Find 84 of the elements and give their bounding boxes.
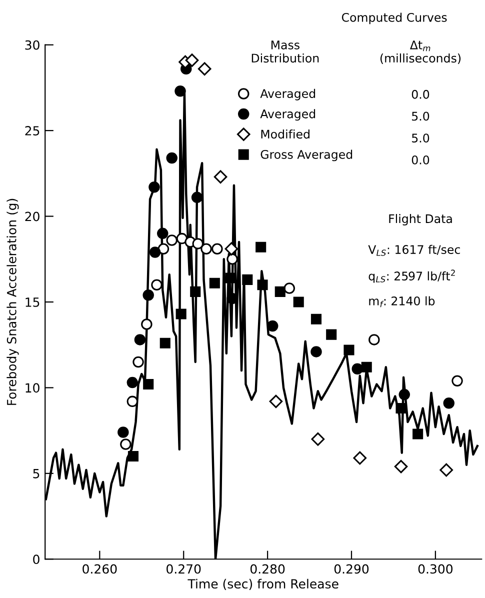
point bbox=[293, 296, 304, 308]
point bbox=[310, 346, 322, 358]
annotation: 5.0 bbox=[412, 134, 430, 143]
point bbox=[274, 286, 286, 297]
point bbox=[440, 463, 454, 477]
point bbox=[141, 318, 152, 330]
annotation: Δt$_{m}$ (milliseconds) bbox=[380, 40, 461, 64]
x-axis-title: Time (sec) from Release bbox=[188, 578, 338, 590]
x-tick-label: 0.300 bbox=[418, 564, 452, 574]
point bbox=[166, 152, 178, 164]
annotation: 5.0 bbox=[412, 112, 430, 121]
point bbox=[156, 228, 168, 240]
point bbox=[310, 314, 322, 324]
legend-label: Averaged bbox=[260, 109, 316, 121]
annotation: 0.0 bbox=[412, 90, 430, 99]
legend-title: Computed Curves bbox=[342, 12, 447, 24]
point bbox=[209, 278, 220, 288]
annotation: Flight Data bbox=[389, 214, 452, 226]
point bbox=[443, 398, 454, 409]
point bbox=[191, 192, 203, 204]
x-tick-label: 0.260 bbox=[82, 564, 117, 574]
point bbox=[226, 254, 238, 265]
point bbox=[257, 280, 268, 290]
y-axis-title: Forebody Snatch Acceleration (g) bbox=[6, 198, 19, 405]
point bbox=[311, 432, 325, 446]
point bbox=[398, 388, 410, 400]
point bbox=[132, 356, 144, 368]
x-tick-label: 0.280 bbox=[250, 564, 285, 574]
y-tick-label: 20 bbox=[25, 212, 40, 222]
y-tick-label: 30 bbox=[25, 40, 40, 50]
point bbox=[190, 286, 201, 297]
point bbox=[128, 450, 139, 462]
point bbox=[192, 238, 204, 250]
point bbox=[452, 375, 463, 386]
point bbox=[224, 242, 238, 256]
point bbox=[151, 279, 162, 290]
point bbox=[242, 274, 253, 285]
annotation: Mass Distribution bbox=[252, 40, 319, 63]
point bbox=[166, 234, 178, 246]
annotation: q$_{LS}$: 2597 lb/ft$^{2}$ bbox=[368, 270, 455, 283]
legend-label: Gross Averaged bbox=[260, 150, 352, 162]
point bbox=[158, 243, 170, 254]
point bbox=[326, 329, 337, 340]
point bbox=[394, 460, 408, 474]
x-tick-label: 0.270 bbox=[166, 564, 201, 574]
point bbox=[120, 438, 132, 450]
point bbox=[352, 363, 363, 374]
legend-label: Modified bbox=[261, 129, 310, 139]
legend-label: Averaged bbox=[260, 88, 316, 100]
x-tick-label: 0.290 bbox=[334, 564, 369, 574]
point bbox=[284, 282, 296, 294]
point bbox=[368, 334, 380, 346]
annotation: 0.0 bbox=[412, 155, 430, 164]
point bbox=[176, 308, 186, 320]
point bbox=[200, 243, 212, 254]
point bbox=[134, 334, 146, 346]
point bbox=[149, 246, 161, 258]
point bbox=[396, 402, 406, 414]
point bbox=[198, 62, 212, 76]
point bbox=[212, 243, 223, 254]
point bbox=[185, 54, 199, 67]
point bbox=[160, 338, 170, 348]
annotation: m$_{f}$: 2140 lb bbox=[369, 296, 435, 308]
point bbox=[174, 86, 186, 97]
point bbox=[269, 394, 283, 408]
point bbox=[412, 428, 424, 440]
y-tick-label: 0 bbox=[33, 554, 40, 564]
y-tick-label: 10 bbox=[26, 383, 40, 393]
y-tick-label: 25 bbox=[25, 126, 40, 136]
point bbox=[176, 232, 188, 244]
point bbox=[214, 170, 228, 184]
point bbox=[353, 451, 367, 465]
y-tick-label: 5 bbox=[33, 469, 40, 478]
point bbox=[344, 344, 354, 356]
point bbox=[142, 290, 154, 301]
point bbox=[256, 242, 266, 252]
point bbox=[225, 272, 236, 284]
annotation: V$_{LS}$: 1617 ft/sec bbox=[368, 244, 460, 256]
point bbox=[143, 378, 154, 390]
point bbox=[118, 426, 129, 438]
point bbox=[361, 362, 372, 372]
point bbox=[148, 182, 160, 193]
point bbox=[126, 376, 138, 388]
y-tick-label: 15 bbox=[26, 298, 40, 307]
